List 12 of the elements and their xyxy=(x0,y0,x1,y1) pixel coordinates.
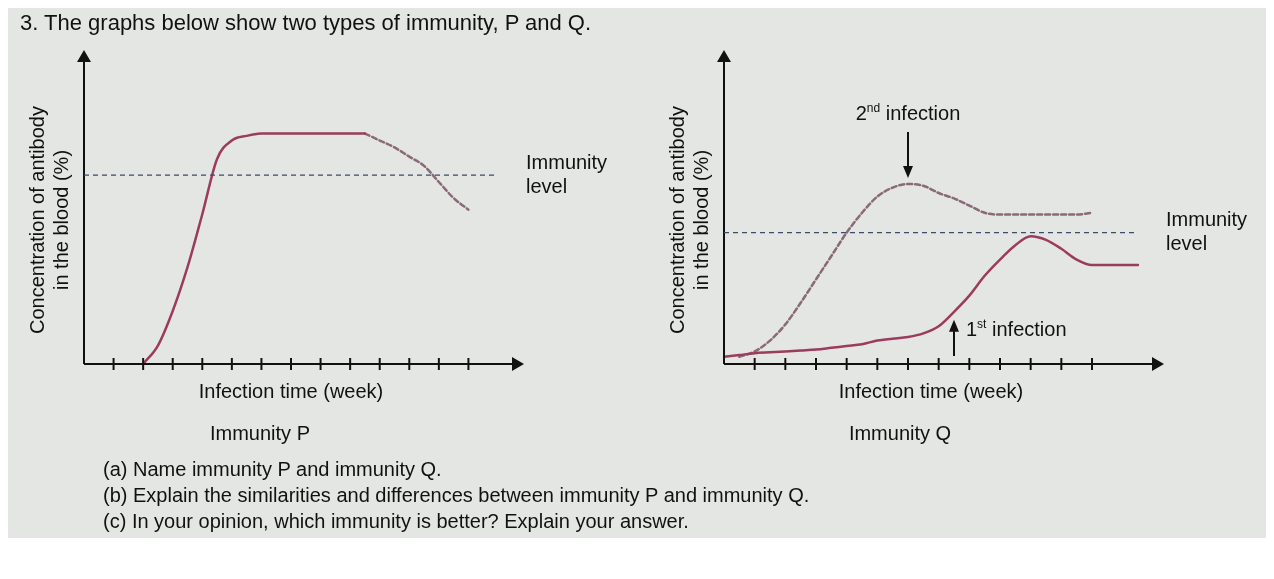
text: Immunity P xyxy=(209,421,311,444)
text: (c) In your opinion, which immunity is better? Explain your answer. xyxy=(103,509,690,534)
ref-line-label: Immunity level xyxy=(1166,208,1248,255)
y-axis-title: Concentration of antibody in the blood (%) xyxy=(25,106,72,334)
text: Immunity Q xyxy=(848,421,952,444)
x-axis-title: Infection time (week) xyxy=(198,379,384,402)
y-axis-title: Concentration of antibody in the blood (%) xyxy=(665,106,712,334)
text: (b) Explain the similarities and differences between immunity P and immunity Q. xyxy=(103,483,811,508)
text: 3. The graphs below show two types of immunity, P and Q. xyxy=(19,9,593,37)
x-axis-title: Infection time (week) xyxy=(838,379,1024,402)
text: (a) Name immunity P and immunity Q. xyxy=(103,457,443,482)
ref-line-label: Immunity level xyxy=(526,150,608,197)
